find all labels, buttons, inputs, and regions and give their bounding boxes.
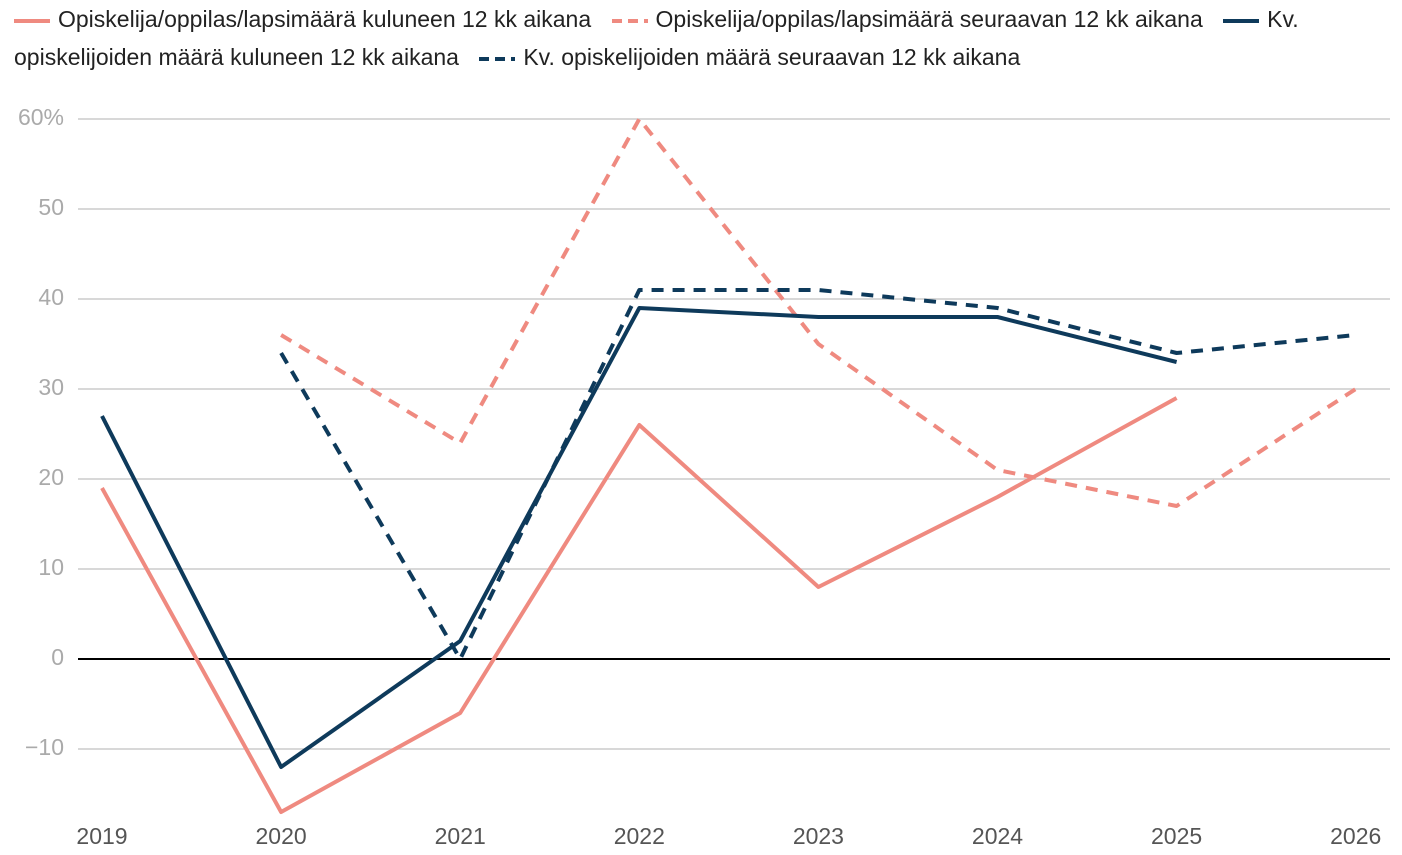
- x-tick-label: 2022: [614, 823, 665, 849]
- legend-item: Kv. opiskelijoiden määrä seuraavan 12 kk…: [479, 44, 1020, 70]
- legend-swatch: [479, 56, 516, 61]
- legend-label: Kv. opiskelijoiden määrä kuluneen 12 kk …: [14, 6, 1299, 70]
- legend: Opiskelija/oppilas/lapsimäärä kuluneen 1…: [14, 0, 1399, 76]
- y-tick-label: 20: [38, 464, 64, 490]
- y-tick-label: 60%: [18, 104, 64, 130]
- legend-swatch: [14, 18, 50, 23]
- legend-label: Opiskelija/oppilas/lapsimäärä seuraavan …: [655, 6, 1203, 32]
- series-line: [100, 306, 1178, 769]
- x-tick-label: 2023: [793, 823, 844, 849]
- series-line: [280, 117, 1357, 508]
- x-tick-label: 2019: [76, 823, 127, 849]
- series-line: [100, 396, 1178, 814]
- legend-item: Opiskelija/oppilas/lapsimäärä kuluneen 1…: [14, 6, 591, 32]
- y-tick-label: 50: [38, 194, 64, 220]
- legend-swatch: [1223, 18, 1260, 23]
- legend-item: Kv. opiskelijoiden määrä kuluneen 12 kk …: [14, 6, 1299, 70]
- legend-swatch: [611, 18, 648, 23]
- y-tick-label: 40: [38, 284, 64, 310]
- x-tick-label: 2020: [256, 823, 307, 849]
- x-tick-label: 2026: [1330, 823, 1381, 849]
- y-tick-label: 0: [51, 644, 64, 670]
- y-tick-label: −10: [25, 734, 64, 760]
- series-line: [279, 288, 1356, 661]
- y-tick-label: 30: [38, 374, 64, 400]
- legend-label: Opiskelija/oppilas/lapsimäärä kuluneen 1…: [58, 6, 592, 32]
- legend-item: Opiskelija/oppilas/lapsimäärä seuraavan …: [611, 6, 1203, 32]
- x-tick-label: 2025: [1151, 823, 1202, 849]
- y-tick-label: 10: [38, 554, 64, 580]
- legend-label: Kv. opiskelijoiden määrä seuraavan 12 kk…: [523, 44, 1021, 70]
- x-tick-label: 2024: [972, 823, 1023, 849]
- x-tick-label: 2021: [435, 823, 486, 849]
